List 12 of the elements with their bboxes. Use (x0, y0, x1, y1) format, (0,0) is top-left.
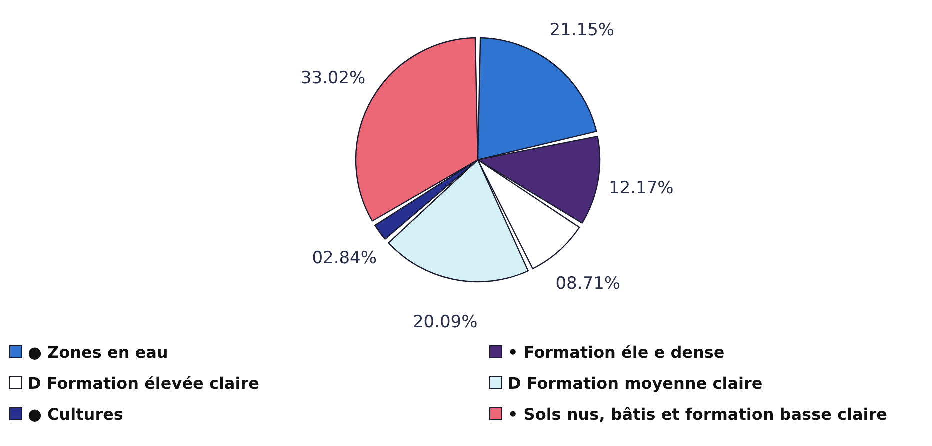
data-label: 20.09% (412, 312, 478, 332)
data-label: 21.15% (550, 20, 615, 40)
data-label: 33.02% (300, 68, 366, 88)
legend-label: • Formation éle e dense (508, 343, 725, 362)
legend-label: D Formation moyenne claire (508, 374, 763, 393)
legend-label: ● Cultures (28, 405, 124, 424)
legend-label: D Formation élevée claire (28, 374, 260, 393)
data-label: 08.71% (556, 274, 621, 294)
legend-label: ● Zones en eau (28, 343, 168, 362)
data-label: 12.17% (609, 178, 674, 199)
legend-label: • Sols nus, bâtis et formation basse claire (508, 405, 888, 424)
data-label: 02.84% (312, 248, 378, 268)
